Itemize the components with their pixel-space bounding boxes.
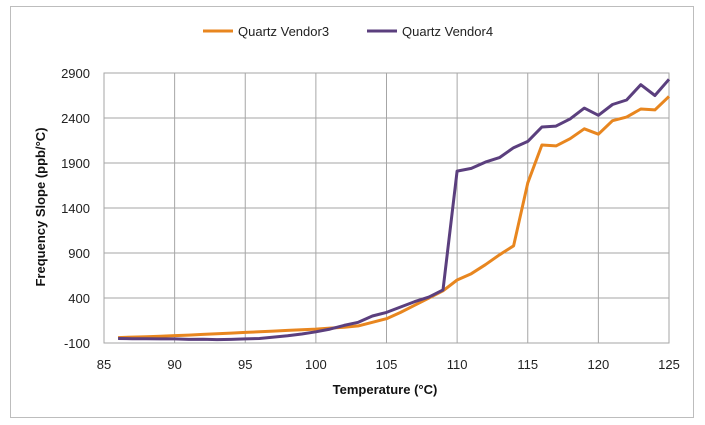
chart-frame — [10, 6, 694, 418]
y-tick-label: 1400 — [61, 201, 90, 216]
x-tick-label: 115 — [517, 357, 538, 372]
x-tick-label: 100 — [305, 357, 327, 372]
plot-border — [103, 72, 670, 344]
x-tick-label: 85 — [97, 357, 111, 372]
legend: Quartz Vendor3 Quartz Vendor4 — [203, 24, 493, 39]
legend-label: Quartz Vendor4 — [402, 24, 493, 39]
x-tick-label: 120 — [588, 357, 610, 372]
x-tick-label: 125 — [658, 357, 680, 372]
grid-lines — [103, 72, 670, 344]
series-layer — [118, 78, 671, 342]
y-tick-label: -100 — [64, 336, 90, 351]
x-tick-label: 110 — [447, 357, 468, 372]
legend-label: Quartz Vendor3 — [238, 24, 329, 39]
y-tick-label: 2900 — [61, 66, 90, 81]
x-axis-ticks: 85 90 95 100 105 110 115 120 125 — [97, 357, 680, 372]
x-tick-label: 90 — [167, 357, 181, 372]
y-axis-ticks: -100 400 900 1400 1900 2400 2900 — [61, 66, 90, 351]
series-line-2 — [118, 78, 671, 342]
x-axis-title: Temperature (°C) — [333, 382, 438, 397]
plot-area — [103, 72, 670, 344]
series-line-1 — [118, 95, 671, 340]
y-tick-label: 400 — [68, 291, 90, 306]
y-tick-label: 2400 — [61, 111, 90, 126]
x-tick-label: 105 — [376, 357, 398, 372]
x-tick-label: 95 — [238, 357, 252, 372]
y-tick-label: 1900 — [61, 156, 90, 171]
y-tick-label: 900 — [68, 246, 90, 261]
y-axis-title: Frequency Slope (ppb/°C) — [33, 127, 48, 286]
